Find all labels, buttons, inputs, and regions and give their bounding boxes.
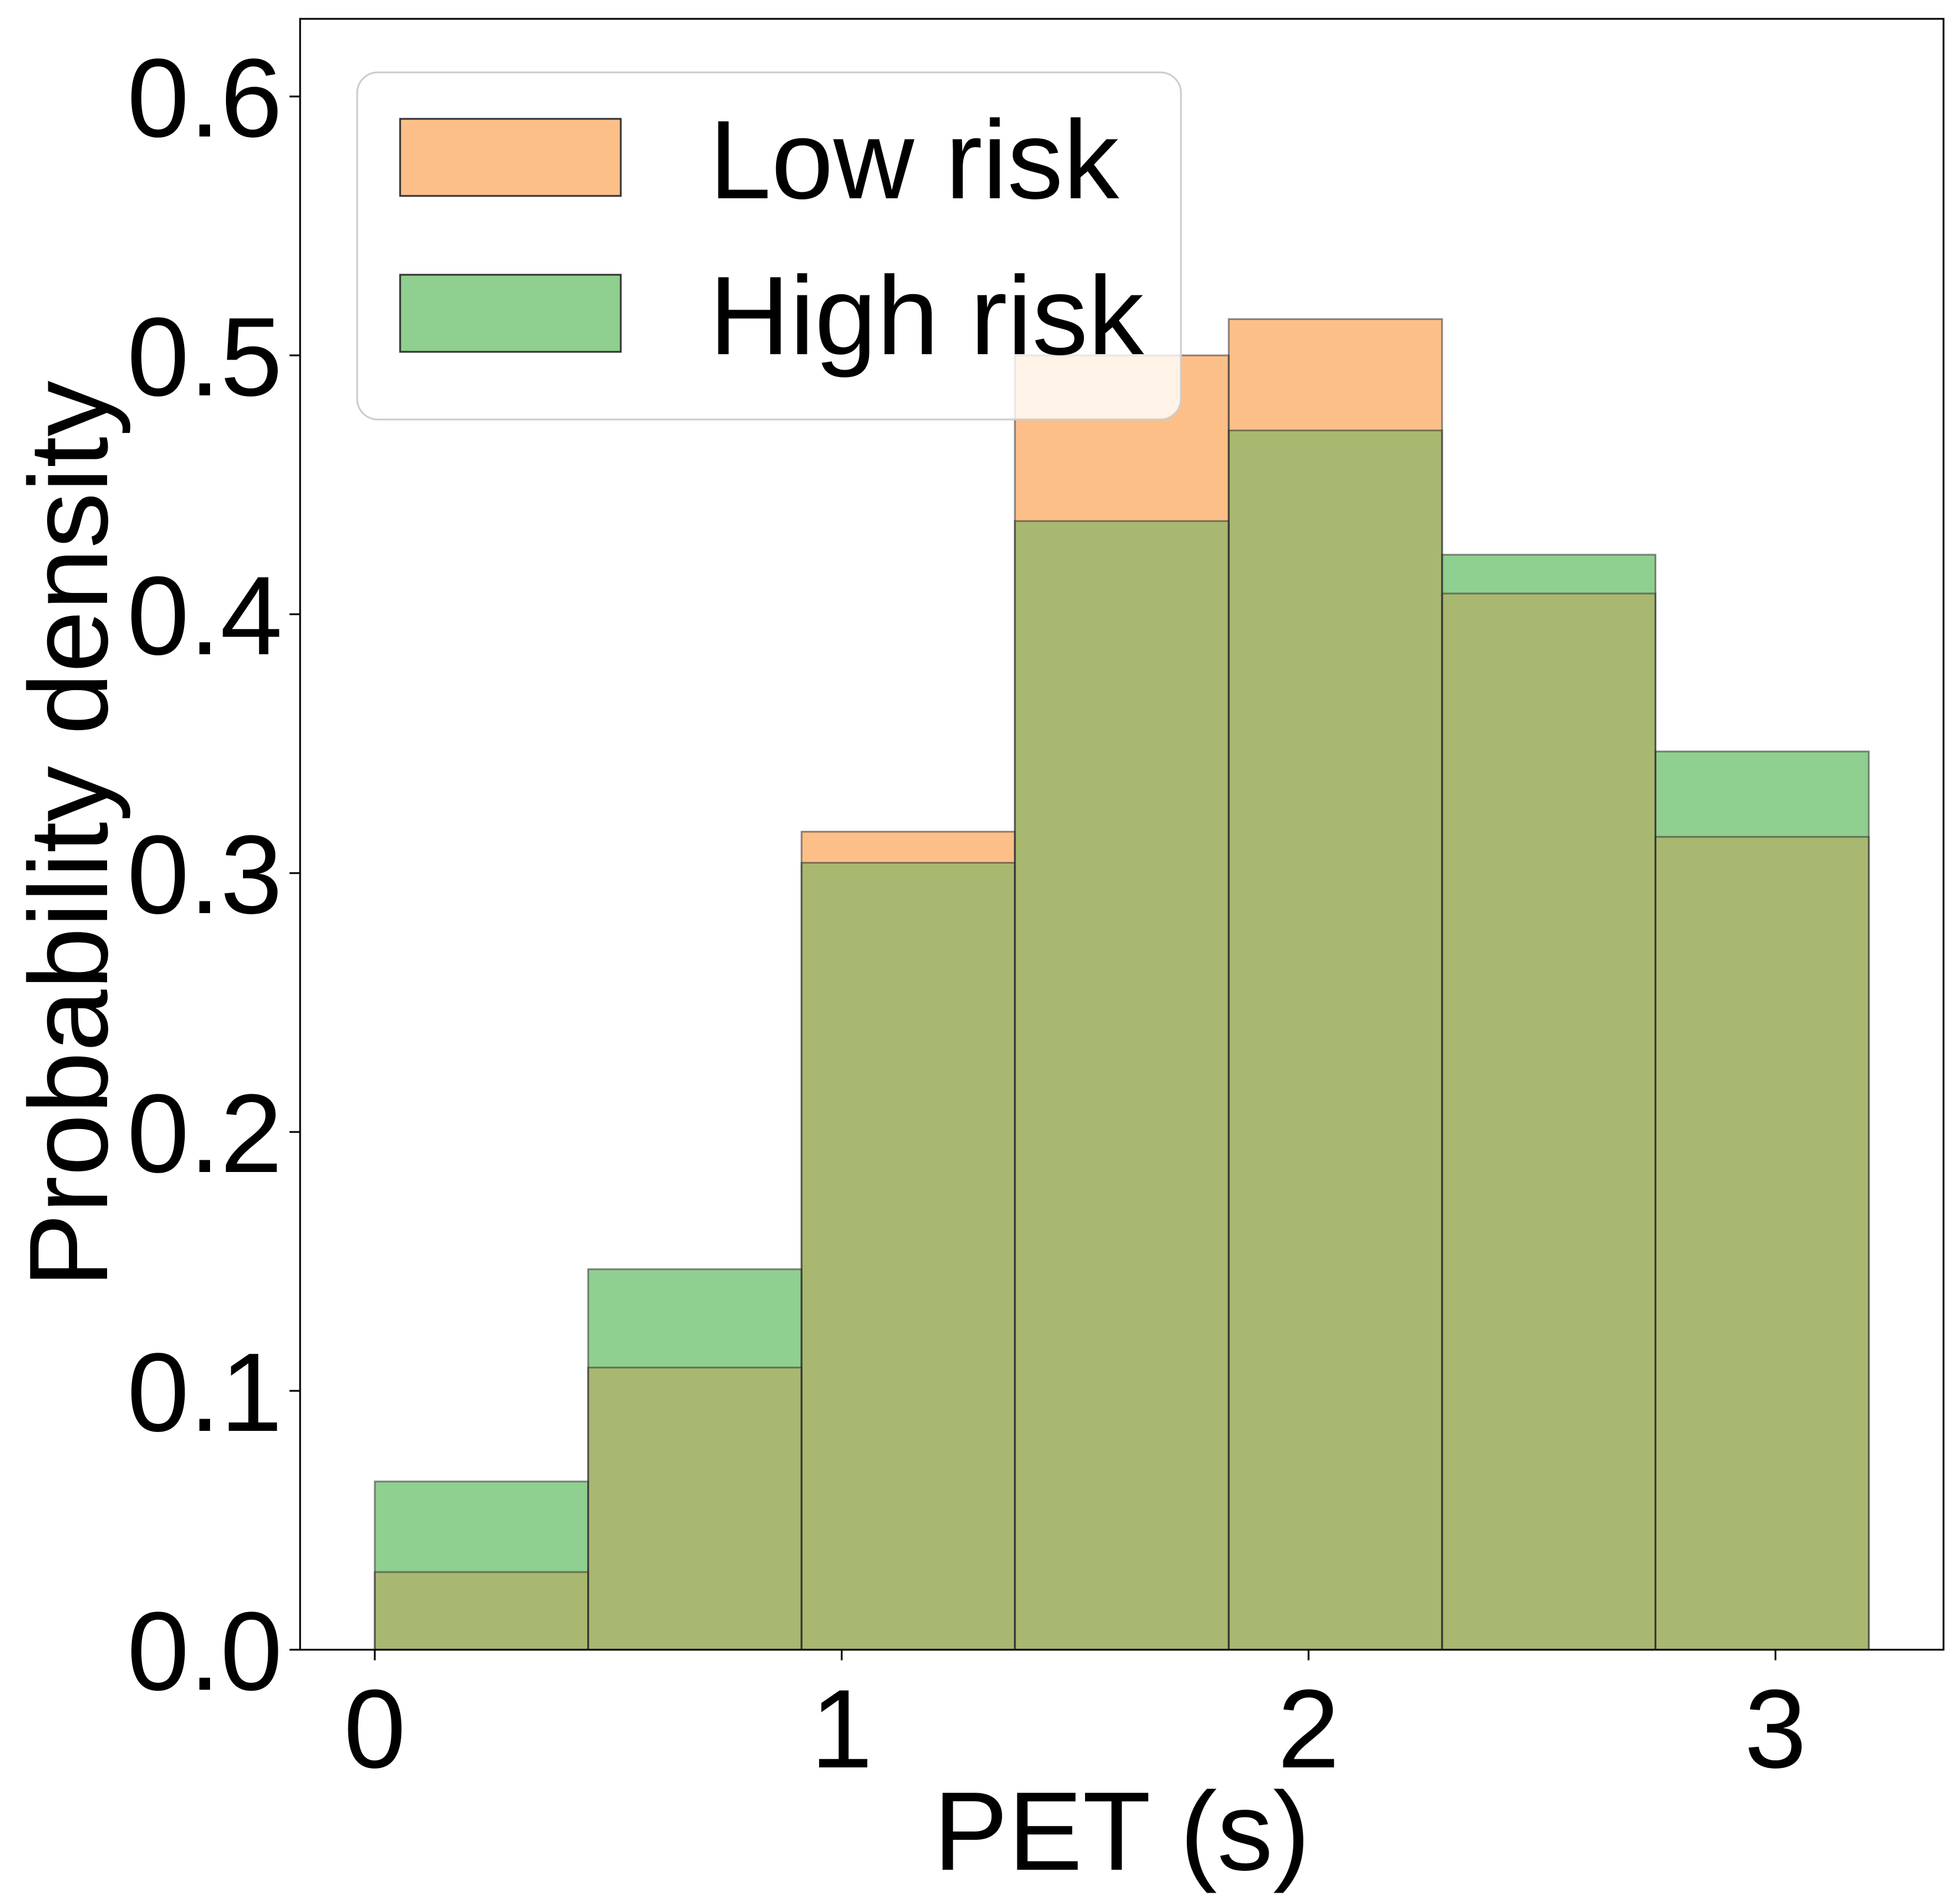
- y-tick-label: 0.2: [127, 1071, 282, 1196]
- high-risk-bar-5: [1442, 554, 1656, 594]
- y-tick-label: 0.0: [127, 1589, 282, 1714]
- x-tick-label: 0: [344, 1667, 406, 1792]
- low-risk-bar-4: [1229, 319, 1442, 431]
- y-tick-label: 0.3: [127, 813, 282, 937]
- x-axis-ticks: 0 1 2 3: [344, 1650, 1806, 1792]
- y-axis-label: Probability density: [6, 381, 131, 1288]
- high-risk-bar-0: [374, 1481, 588, 1572]
- legend-label-high-risk: High risk: [709, 254, 1144, 378]
- y-axis-ticks: 0.0 0.1 0.2 0.3 0.4 0.5 0.6: [127, 36, 300, 1714]
- legend: Low risk High risk: [356, 71, 1182, 421]
- plot-frame: [299, 18, 1945, 1651]
- low-risk-bar-2: [801, 831, 1015, 863]
- overlap-bar-5: [1442, 593, 1656, 1650]
- overlap-bar-1: [588, 1367, 802, 1650]
- y-tick-label: 0.4: [127, 554, 282, 678]
- y-tick-label: 0.1: [127, 1330, 282, 1455]
- y-tick-label: 0.6: [127, 36, 282, 161]
- overlap-bar-3: [1014, 521, 1229, 1650]
- legend-swatch-high-risk: [399, 274, 622, 353]
- overlap-bar-6: [1655, 837, 1869, 1650]
- y-tick-label: 0.5: [127, 295, 282, 419]
- legend-label-low-risk: Low risk: [709, 98, 1120, 222]
- overlap-bar-2: [801, 863, 1015, 1650]
- overlap-bar-4: [1229, 430, 1442, 1650]
- overlap-region: [374, 430, 1869, 1650]
- legend-swatch-low-risk: [399, 118, 622, 197]
- x-axis-label: PET (s): [933, 1769, 1310, 1894]
- x-tick-label: 1: [811, 1667, 873, 1792]
- x-tick-label: 3: [1745, 1667, 1807, 1792]
- high-risk-series: [374, 554, 1869, 1572]
- high-risk-bar-6: [1655, 751, 1869, 837]
- high-risk-bar-1: [588, 1269, 802, 1368]
- overlap-bar-0: [374, 1572, 588, 1650]
- x-tick-label: 2: [1277, 1667, 1340, 1792]
